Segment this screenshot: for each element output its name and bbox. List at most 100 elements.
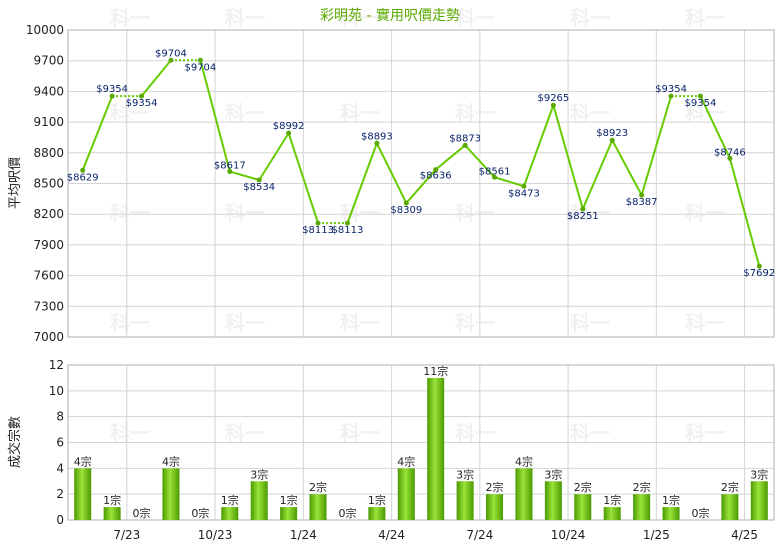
watermark-text: 科一 bbox=[455, 6, 495, 30]
x-tick-label: 1/24 bbox=[290, 528, 317, 542]
line-data-label: $8561 bbox=[479, 166, 511, 177]
line-segment bbox=[81, 95, 114, 171]
line-point bbox=[756, 263, 762, 269]
line-segment bbox=[346, 142, 378, 224]
line-segment bbox=[229, 170, 260, 181]
bar-data-label: 11宗 bbox=[423, 364, 448, 378]
bar-data-label: 2宗 bbox=[486, 480, 504, 494]
line-point bbox=[727, 155, 733, 161]
line-y-tick-label: 9700 bbox=[33, 54, 64, 68]
bar-data-label: 4宗 bbox=[515, 454, 533, 468]
x-tick-label: 7/23 bbox=[113, 528, 140, 542]
bar bbox=[515, 468, 533, 520]
bar bbox=[74, 468, 92, 520]
line-y-tick-label: 8800 bbox=[33, 146, 64, 160]
watermark-text: 科一 bbox=[685, 6, 725, 30]
x-tick-label: 4/24 bbox=[378, 528, 405, 542]
watermark-text: 科一 bbox=[340, 101, 380, 125]
bar-data-label: 0宗 bbox=[691, 506, 709, 520]
line-data-label: $9704 bbox=[184, 62, 216, 73]
bar-data-label: 1宗 bbox=[368, 493, 386, 507]
line-segment bbox=[523, 104, 555, 187]
bar-data-label: 3宗 bbox=[750, 467, 768, 481]
line-data-label: $8387 bbox=[626, 197, 658, 208]
line-point bbox=[492, 174, 498, 180]
line-point bbox=[227, 169, 233, 175]
watermark-text: 科一 bbox=[110, 201, 150, 225]
chart-title: 彩明苑 - 實用呎價走勢 bbox=[320, 7, 460, 24]
bar-data-label: 1宗 bbox=[103, 493, 121, 507]
bar-data-label: 3宗 bbox=[250, 467, 268, 481]
watermark-text: 科一 bbox=[570, 101, 610, 125]
watermark-text: 科一 bbox=[570, 421, 610, 445]
bar bbox=[280, 507, 298, 520]
watermark-text: 科一 bbox=[110, 101, 150, 125]
line-point bbox=[580, 206, 586, 212]
bar-y-tick-label: 8 bbox=[56, 410, 64, 424]
line-data-label: $8617 bbox=[214, 161, 246, 172]
bar bbox=[397, 468, 415, 520]
bar-data-label: 2宗 bbox=[721, 480, 739, 494]
line-segment bbox=[258, 132, 290, 181]
bar bbox=[309, 494, 327, 520]
bar-data-label: 4宗 bbox=[162, 454, 180, 468]
bar-y-tick-label: 0 bbox=[56, 513, 64, 527]
line-y-tick-label: 7600 bbox=[33, 269, 64, 283]
bar-data-label: 2宗 bbox=[574, 480, 592, 494]
line-y-tick-label: 9100 bbox=[33, 115, 64, 129]
line-point bbox=[80, 167, 86, 173]
line-data-label: $8534 bbox=[243, 182, 275, 193]
watermark-text: 科一 bbox=[685, 201, 725, 225]
line-segment bbox=[728, 158, 761, 267]
watermark-text: 科一 bbox=[455, 201, 495, 225]
watermark-text: 科一 bbox=[570, 201, 610, 225]
bar-y-tick-label: 4 bbox=[56, 461, 64, 475]
bar-data-label: 1宗 bbox=[280, 493, 298, 507]
watermark-text: 科一 bbox=[685, 421, 725, 445]
bar-y-tick-label: 12 bbox=[49, 358, 64, 372]
watermark-text: 科一 bbox=[685, 311, 725, 335]
line-point bbox=[433, 167, 439, 173]
line-plot-frame bbox=[67, 29, 775, 338]
line-point bbox=[609, 137, 615, 143]
bar bbox=[221, 507, 239, 520]
line-data-label: $9265 bbox=[537, 93, 569, 104]
data-label-layer: $8629 $9354 $9354 $9704 $9704 $8617 $8534 $8992… bbox=[67, 48, 775, 520]
bar-plot-frame bbox=[67, 364, 775, 521]
bar bbox=[603, 507, 621, 520]
line-y-tick-label: 7000 bbox=[33, 330, 64, 344]
line-y-axis-label: 平均呎價 bbox=[8, 157, 23, 209]
line-point bbox=[639, 192, 645, 198]
watermark-text: 科一 bbox=[225, 311, 265, 335]
watermark-text: 科一 bbox=[110, 421, 150, 445]
bar bbox=[633, 494, 651, 520]
bar bbox=[250, 481, 268, 520]
line-point bbox=[550, 102, 556, 108]
line-point bbox=[286, 130, 292, 136]
line-data-label: $8473 bbox=[508, 188, 540, 199]
line-point bbox=[256, 177, 262, 183]
bar-data-label: 3宗 bbox=[544, 467, 562, 481]
line-data-label: $9704 bbox=[155, 48, 187, 59]
line-point bbox=[109, 93, 115, 99]
line-y-tick-label: 7900 bbox=[33, 238, 64, 252]
bar bbox=[162, 468, 180, 520]
watermark-text: 科一 bbox=[110, 311, 150, 335]
bar-data-label: 3宗 bbox=[456, 467, 474, 481]
bar bbox=[544, 481, 562, 520]
bar-data-label: 2宗 bbox=[633, 480, 651, 494]
bar-data-label: 0宗 bbox=[133, 506, 151, 520]
grid-layer bbox=[67, 29, 775, 521]
bar-data-label: 0宗 bbox=[191, 506, 209, 520]
line-layer bbox=[80, 57, 762, 269]
watermark-text: 科一 bbox=[340, 311, 380, 335]
line-segment bbox=[199, 60, 231, 172]
line-point bbox=[668, 93, 674, 99]
line-point bbox=[403, 200, 409, 206]
line-segment bbox=[699, 95, 731, 159]
line-y-tick-label: 9400 bbox=[33, 84, 64, 98]
line-segment bbox=[581, 139, 614, 210]
bar-y-tick-label: 10 bbox=[49, 384, 64, 398]
bar-data-label: 4宗 bbox=[397, 454, 415, 468]
